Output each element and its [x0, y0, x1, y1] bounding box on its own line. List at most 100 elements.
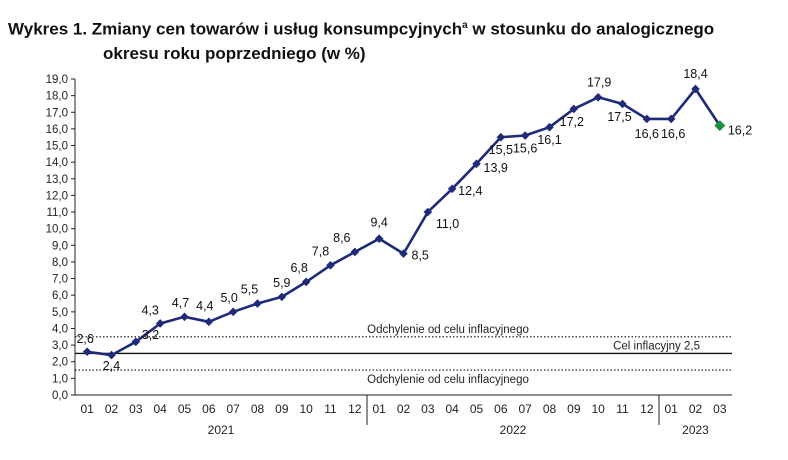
- x-tick-label: 04: [153, 402, 167, 416]
- x-tick-label: 05: [178, 402, 192, 416]
- y-tick-label: 17,0: [46, 107, 68, 119]
- data-labels: 2,6 2,4 3,2 4,3 4,7 4,4 5,0 5,5 5,96,8 7,8 8,6 9,4 8…: [76, 67, 752, 373]
- data-label: 15,5: [489, 143, 513, 157]
- data-label: 8,5: [412, 249, 429, 263]
- data-label: 17,9: [587, 75, 611, 89]
- title-superscript: a: [462, 20, 468, 31]
- reference-lines: Odchylenie od celu inflacyjnego Cel infla…: [75, 324, 732, 386]
- data-label: 3,2: [142, 328, 159, 342]
- data-point: [277, 292, 287, 302]
- series-cpi: [82, 84, 726, 360]
- reference-line-label: Odchylenie od celu inflacyjnego: [367, 374, 529, 386]
- y-tick-label: 2,0: [52, 357, 68, 369]
- data-point: [326, 260, 335, 270]
- x-tick-label: 06: [202, 402, 216, 416]
- data-label: 9,4: [370, 216, 387, 230]
- reference-line-label: Odchylenie od celu inflacyjnego: [367, 324, 529, 336]
- data-label: 8,6: [333, 231, 350, 245]
- x-tick-label: 07: [518, 402, 532, 416]
- data-point: [107, 350, 116, 360]
- x-tick-label: 01: [664, 402, 678, 416]
- y-tick-label: 5,0: [52, 307, 68, 319]
- x-tick-label: 08: [251, 402, 265, 416]
- data-label: 17,2: [560, 115, 584, 129]
- data-label: 4,7: [172, 296, 189, 310]
- y-axis: 0,0 1,0 2,0 3,0 4,0 5,0 6,0 7,0 8,0 9,0 10,0 11,0 12…: [46, 74, 76, 402]
- data-label: 13,9: [484, 161, 508, 175]
- data-label: 2,6: [76, 332, 93, 346]
- x-tick-label: 11: [324, 402, 337, 416]
- data-point: [350, 247, 360, 257]
- y-tick-label: 7,0: [52, 274, 68, 286]
- x-year-label: 2022: [500, 423, 527, 437]
- x-tick-label: 03: [421, 402, 435, 416]
- x-tick-label: 03: [713, 402, 727, 416]
- x-tick-label: 09: [275, 402, 289, 416]
- data-label: 17,5: [607, 110, 631, 124]
- data-label: 16,1: [537, 133, 561, 147]
- x-tick-label: 02: [105, 402, 119, 416]
- data-point: [691, 84, 700, 94]
- x-tick-label: 10: [299, 402, 313, 416]
- data-point: [204, 317, 214, 327]
- y-tick-label: 8,0: [52, 257, 68, 269]
- data-point: [545, 122, 554, 132]
- data-label: 4,3: [141, 303, 158, 317]
- data-point: [447, 184, 457, 194]
- x-axis: 01 02 03 04 05 06 07 08 09 10 11 12 01 02 03 04 05 06 07 08…: [75, 394, 732, 437]
- data-point: [569, 104, 579, 114]
- data-point: [155, 319, 165, 328]
- data-label: 5,9: [273, 276, 290, 290]
- data-point: [496, 132, 506, 142]
- x-tick-label: 12: [640, 402, 654, 416]
- x-tick-label: 02: [689, 402, 703, 416]
- y-tick-label: 3,0: [52, 340, 68, 352]
- data-point: [374, 234, 384, 243]
- x-year-label: 2023: [682, 423, 709, 437]
- x-tick-label: 06: [494, 402, 508, 416]
- data-label: 12,4: [458, 184, 482, 198]
- data-point: [228, 307, 238, 317]
- data-point: [399, 249, 408, 258]
- data-label: 11,0: [436, 217, 459, 231]
- y-tick-label: 10,0: [46, 224, 68, 236]
- x-tick-label: 10: [591, 402, 605, 416]
- data-label: 4,4: [196, 299, 213, 313]
- chart-title: Wykres 1. Zmiany cen towarów i usług kon…: [8, 14, 778, 66]
- y-tick-label: 14,0: [46, 157, 68, 169]
- x-tick-label: 01: [372, 402, 386, 416]
- title-line2: okresu roku poprzedniego (w %): [103, 43, 366, 63]
- x-tick-label: 04: [445, 402, 459, 416]
- data-label: 18,4: [683, 67, 707, 81]
- data-point: [131, 337, 141, 347]
- title-line1-suffix: w stosunku do analogicznego: [467, 19, 715, 39]
- y-tick-label: 16,0: [46, 124, 68, 136]
- data-point: [180, 312, 189, 322]
- x-tick-label: 07: [226, 402, 240, 416]
- data-point: [666, 114, 676, 124]
- data-label: 2,4: [103, 359, 120, 373]
- y-tick-label: 9,0: [52, 240, 68, 252]
- y-tick-label: 15,0: [46, 141, 68, 153]
- y-tick-label: 18,0: [46, 91, 68, 103]
- data-point: [82, 347, 92, 357]
- x-tick-label: 03: [129, 402, 143, 416]
- x-year-label: 2021: [208, 423, 235, 437]
- x-tick-label: 11: [616, 402, 629, 416]
- y-tick-label: 13,0: [46, 174, 68, 186]
- data-point: [714, 120, 726, 132]
- x-tick-label: 08: [543, 402, 557, 416]
- x-tick-label: 01: [80, 402, 94, 416]
- data-label: 7,8: [312, 244, 329, 258]
- data-label: 5,0: [220, 291, 237, 305]
- data-label: 6,8: [290, 261, 307, 275]
- y-tick-label: 0,0: [52, 390, 68, 402]
- y-tick-label: 11,0: [46, 207, 68, 219]
- data-point: [253, 299, 262, 308]
- data-point: [618, 99, 627, 109]
- y-tick-label: 6,0: [52, 290, 68, 302]
- x-tick-label: 05: [470, 402, 484, 416]
- data-label: 16,2: [728, 124, 752, 138]
- data-label: 16,6: [635, 127, 659, 141]
